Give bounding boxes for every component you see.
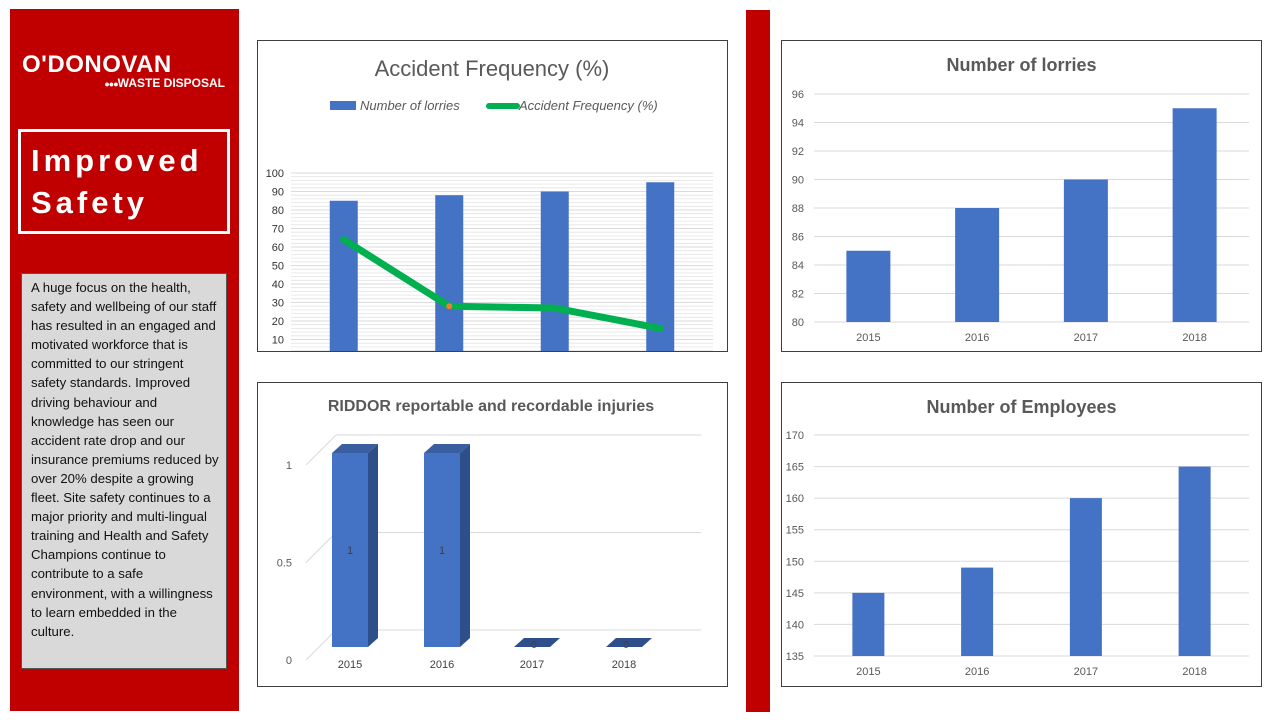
riddor-svg: RIDDOR reportable and recordable injurie… [277,398,701,671]
lorries-svg: Number of lorries 80 82 84 86 88 90 92 94 96 2015 2… [792,55,1249,344]
y-tick-label: 96 [792,89,804,101]
y-tick-label: 70 [272,224,284,236]
bar-lorries-2017 [540,191,569,351]
x-tick-label: 2015 [856,332,880,344]
title-line-1: Improved [31,143,203,178]
x-tick-label: 2016 [965,666,989,678]
bar-side-2015 [368,444,378,647]
bar-side-2016 [460,444,470,647]
y-tick-label: 100 [266,168,284,180]
y-tick-label: 82 [792,289,804,301]
bar-flat-2018 [606,638,652,647]
gridline-side [305,434,337,466]
y-tick-label: 90 [272,187,284,199]
chart-title: Number of lorries [946,55,1096,75]
company-logo: O'DONOVAN ●●●WASTE DISPOSAL [22,53,227,90]
x-tick-label: 2017 [1074,666,1098,678]
y-tick-label: 30 [272,298,284,310]
description-text: A huge focus on the health, safety and w… [31,280,219,639]
line-point-2016 [446,303,453,310]
y-tick-label: 155 [786,525,804,537]
y-tick-label: 10 [272,335,284,347]
bar-2016 [955,208,1000,322]
x-tick-label: 2018 [612,659,636,671]
chart-title: Accident Frequency (%) [375,56,610,81]
y-tick-label: 40 [272,279,284,291]
gridline-side [305,629,337,661]
chart-title: RIDDOR reportable and recordable injurie… [328,398,654,415]
data-label: 0 [623,640,629,651]
riddor-chart: RIDDOR reportable and recordable injurie… [257,382,728,687]
y-tick-label: 170 [786,430,804,442]
logo-sub-text: WASTE DISPOSAL [117,76,225,90]
divider-bar [746,10,770,712]
y-tick-label: 84 [792,260,804,272]
y-tick-label: 88 [792,203,804,215]
data-label: 1 [439,545,445,557]
legend-label-lorries: Number of lorries [360,98,460,113]
bar-2018 [1178,466,1211,656]
x-tick-label: 2017 [520,659,544,671]
left-panel: O'DONOVAN ●●●WASTE DISPOSAL Improved Saf… [10,9,239,711]
lorries-chart: Number of lorries 80 82 84 86 88 90 92 94 96 2015 2… [781,40,1262,352]
y-tick-label: 94 [792,118,804,130]
employees-svg: Number of Employees 135 140 145 150 155 160 165… [786,397,1249,678]
y-tick-label: 145 [786,588,804,600]
y-tick-label: 80 [792,317,804,329]
x-tick-label: 2016 [965,332,989,344]
x-tick-label: 2016 [430,659,454,671]
employees-chart: Number of Employees 135 140 145 150 155 160 165… [781,382,1262,687]
bar-front-2016 [424,453,460,647]
y-tick-label: 60 [272,242,284,254]
logo-brand: O'DONOVAN [22,51,172,78]
bar-lorries-2016 [435,195,464,351]
bar-2018 [1172,108,1217,322]
x-tick-label: 2015 [856,666,880,678]
x-tick-label: 2018 [1182,332,1206,344]
bar-top-2016 [424,444,470,453]
bar-flat-2017 [514,638,560,647]
y-tick-label: 140 [786,619,804,631]
y-tick-label: 80 [272,205,284,217]
gridline-side [305,532,337,563]
chart-title: Number of Employees [926,397,1116,417]
y-tick-label: 0.5 [277,558,292,570]
bar-2015 [852,592,885,656]
y-tick-label: 92 [792,146,804,158]
bar-lorries-2018 [646,182,675,351]
accident-frequency-line [340,236,664,332]
y-tick-label: 86 [792,232,804,244]
y-tick-label: 1 [286,460,292,472]
y-tick-label: 50 [272,261,284,273]
data-label: 1 [347,545,353,557]
x-tick-label: 2017 [1074,332,1098,344]
title-line-2: Safety [31,185,149,220]
accident-frequency-chart: Accident Frequency (%) Number of lorries A… [257,40,728,352]
logo-subtitle: ●●●WASTE DISPOSAL [22,77,227,90]
bar-top-2015 [332,444,378,453]
y-tick-label: 165 [786,462,804,474]
y-tick-label: 20 [272,316,284,328]
legend-label-accident: Accident Frequency (%) [518,98,658,113]
bar-2016 [961,567,994,656]
legend-swatch-lorries [330,101,356,110]
description-box: A huge focus on the health, safety and w… [21,273,227,669]
bar-2017 [1063,179,1108,322]
y-tick-label: 90 [792,175,804,187]
y-tick-label: 150 [786,556,804,568]
y-tick-label: 160 [786,493,804,505]
y-tick-label: 135 [786,651,804,663]
data-label: 0 [531,640,537,651]
bar-front-2015 [332,453,368,647]
bar-2017 [1069,498,1102,656]
bar-2015 [846,250,891,322]
page-title: Improved Safety [18,129,230,234]
bar-lorries-2015 [329,200,358,351]
x-tick-label: 2018 [1182,666,1206,678]
logo-dots: ●●● [104,79,118,89]
x-tick-label: 2015 [338,659,362,671]
accident-frequency-svg: Accident Frequency (%) Number of lorries A… [266,56,713,351]
y-tick-label: 0 [286,655,292,667]
